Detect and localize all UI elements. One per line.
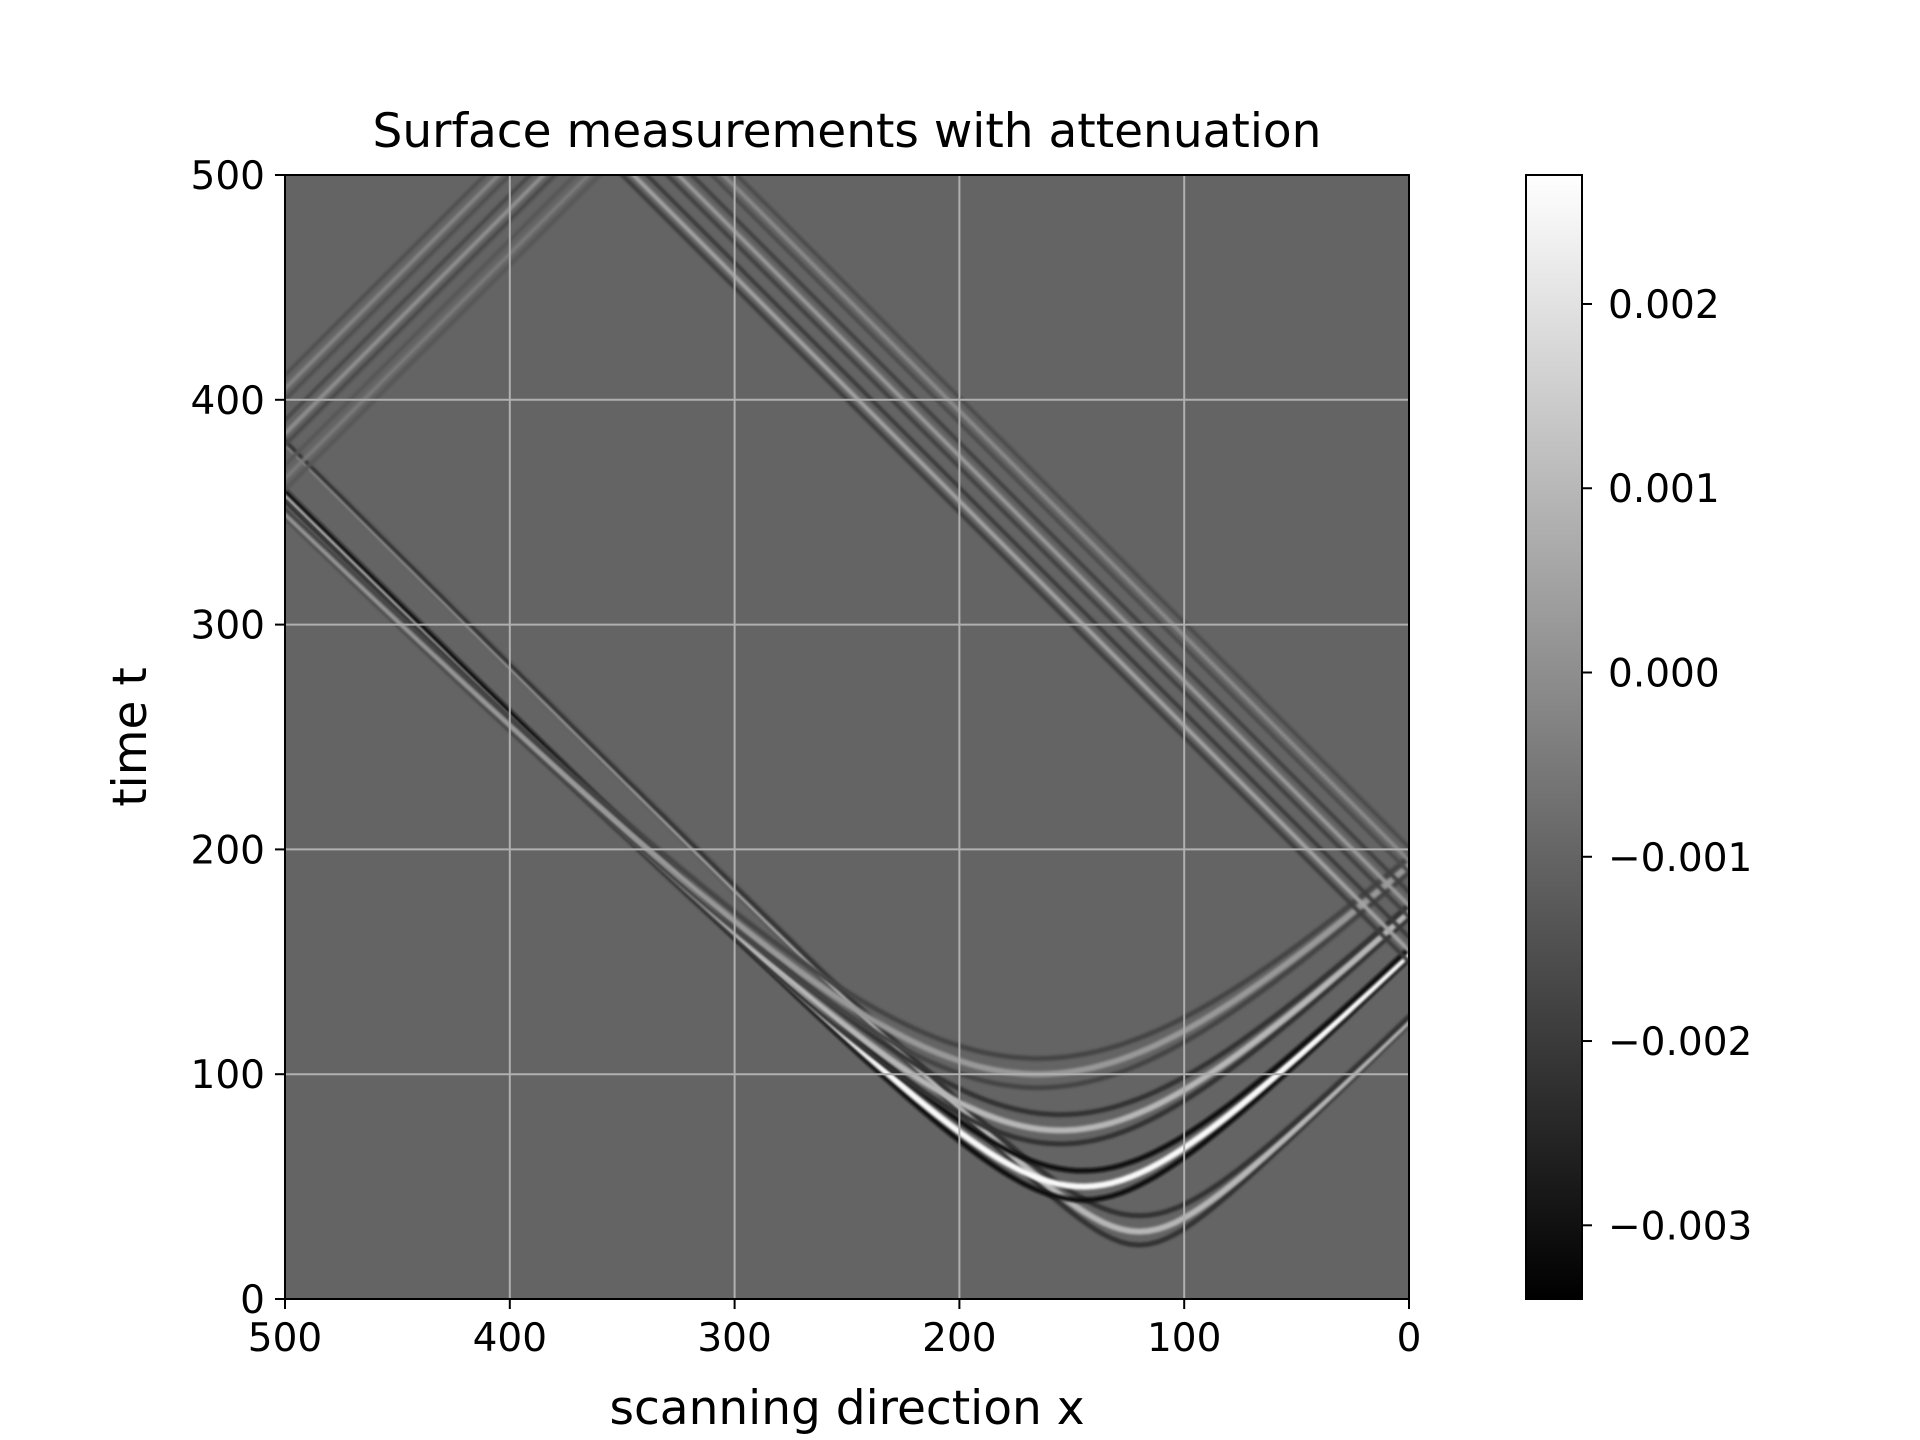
grid bbox=[285, 175, 1409, 1299]
reflection-dark bbox=[709, 175, 1409, 874]
colorbar-tick-label: −0.003 bbox=[1608, 1204, 1752, 1249]
reflection-dark bbox=[285, 175, 488, 378]
x-tick-label: 400 bbox=[473, 1316, 547, 1361]
reflection-dark bbox=[285, 175, 603, 492]
colorbar-tick-label: −0.002 bbox=[1608, 1020, 1752, 1065]
y-axis-ticks: 0 100 200 300 400 500 bbox=[191, 154, 285, 1323]
wavefront-dark bbox=[285, 438, 1409, 1219]
reflection-light bbox=[675, 175, 1409, 908]
colorbar-ticks: 0.002 0.001 0.000 −0.001 −0.002 −0.003 bbox=[1582, 283, 1752, 1249]
wavefront-light bbox=[285, 510, 1409, 1078]
x-axis-ticks: 500 400 300 200 100 0 bbox=[248, 1299, 1422, 1361]
reflection-dark bbox=[285, 175, 513, 402]
reflection-light bbox=[285, 175, 547, 436]
reflection-dark bbox=[285, 175, 533, 422]
reflection-dark bbox=[285, 175, 558, 447]
colorbar bbox=[1525, 174, 1583, 1300]
reflection-dark bbox=[734, 175, 1409, 850]
reflection-light bbox=[285, 175, 592, 481]
y-tick-label: 0 bbox=[240, 1278, 265, 1323]
y-axis-label: time t bbox=[103, 667, 158, 807]
colorbar-tick-label: 0.002 bbox=[1608, 283, 1720, 328]
colorbar-tick-label: −0.001 bbox=[1608, 836, 1752, 881]
x-tick-label: 200 bbox=[922, 1316, 996, 1361]
heatmap-image bbox=[285, 175, 1409, 1248]
y-tick-label: 100 bbox=[191, 1053, 265, 1098]
x-tick-label: 100 bbox=[1147, 1316, 1221, 1361]
reflection-dark bbox=[689, 175, 1409, 895]
reflection-dark bbox=[644, 175, 1409, 940]
reflection-dark bbox=[664, 175, 1409, 919]
reflection-light bbox=[630, 175, 1409, 953]
y-tick-label: 400 bbox=[191, 379, 265, 424]
plot-frame bbox=[284, 174, 1410, 1300]
y-tick-label: 300 bbox=[191, 604, 265, 649]
x-tick-label: 0 bbox=[1397, 1316, 1422, 1361]
reflection-dark bbox=[619, 175, 1409, 964]
colorbar-tick-label: 0.001 bbox=[1608, 467, 1720, 512]
reflection-dark bbox=[285, 175, 578, 467]
reflection-light bbox=[285, 175, 502, 391]
reflection-light bbox=[720, 175, 1409, 863]
y-tick-label: 200 bbox=[191, 828, 265, 873]
x-tick-label: 300 bbox=[697, 1316, 771, 1361]
y-tick-label: 500 bbox=[191, 154, 265, 199]
wavefront-dark bbox=[285, 505, 1409, 1061]
chart-title: Surface measurements with attenuation bbox=[373, 104, 1322, 159]
wavefront-dark bbox=[285, 514, 1409, 1091]
x-tick-label: 500 bbox=[248, 1316, 322, 1361]
colorbar-tick-label: 0.000 bbox=[1608, 652, 1720, 697]
x-axis-label: scanning direction x bbox=[609, 1381, 1084, 1436]
